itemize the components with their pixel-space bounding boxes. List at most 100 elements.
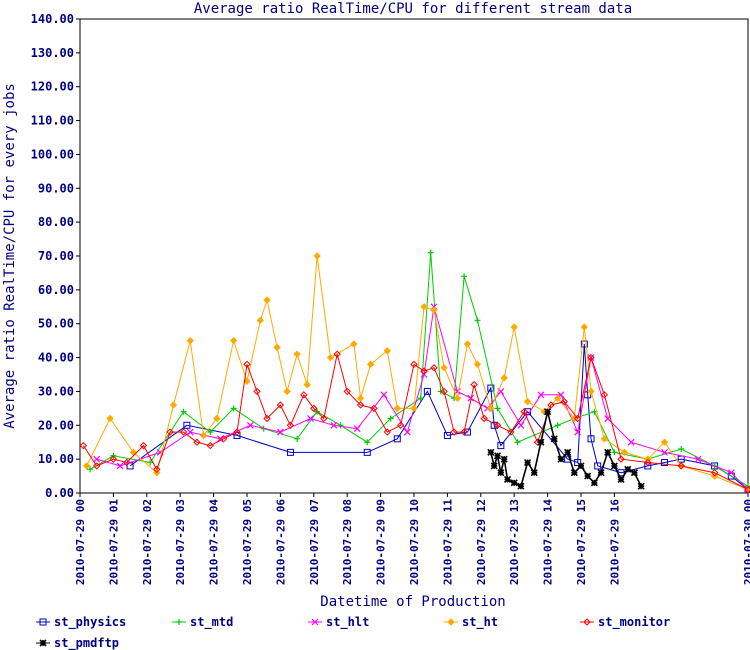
legend-marker <box>176 619 182 625</box>
data-point <box>557 455 565 463</box>
data-point <box>493 452 502 460</box>
data-point <box>366 360 375 369</box>
data-point <box>193 438 201 446</box>
series-st_monitor <box>79 350 750 494</box>
legend-label: st_ht <box>462 615 498 630</box>
data-point <box>420 303 428 311</box>
data-point <box>678 445 685 452</box>
legend-item-st_hlt: st_hlt <box>308 615 369 630</box>
data-point <box>109 455 118 463</box>
data-point <box>600 391 609 399</box>
data-point <box>617 475 625 484</box>
data-point <box>510 323 518 331</box>
data-point <box>661 448 668 456</box>
data-point <box>139 441 148 450</box>
data-point <box>333 350 341 358</box>
data-point <box>590 479 598 487</box>
data-point <box>577 462 585 470</box>
data-point <box>92 462 101 470</box>
x-tick-label: 2010-07-29 12 <box>475 499 488 585</box>
data-point <box>560 397 569 406</box>
series-st_ht <box>82 252 750 494</box>
data-point <box>410 404 418 413</box>
x-axis: 2010-07-29 00 2010-07-29 01 2010-07-29 02 2… <box>74 493 750 585</box>
data-point <box>219 435 228 443</box>
data-point <box>179 428 188 436</box>
data-point <box>393 435 401 443</box>
legend-label: st_hlt <box>326 615 369 630</box>
data-point <box>320 414 328 423</box>
data-point <box>300 391 308 399</box>
x-tick-label: 2010-07-29 05 <box>241 499 254 585</box>
data-point <box>383 428 391 436</box>
data-point <box>727 469 735 477</box>
data-point <box>169 401 178 409</box>
data-point <box>494 405 501 412</box>
data-point <box>473 360 482 369</box>
series-line-st_pmdftp <box>490 411 642 488</box>
data-point <box>303 380 311 389</box>
data-point <box>199 431 208 440</box>
y-axis-label: Average ratio RealTime/CPU for every job… <box>2 83 18 429</box>
chart-title: Average ratio RealTime/CPU for different… <box>194 1 632 17</box>
data-point <box>523 458 532 467</box>
legend: st_physics st_mtd st_hlt st_ht st_monitor st_… <box>36 615 670 650</box>
data-point <box>256 316 265 325</box>
data-point <box>503 475 512 484</box>
data-point <box>453 394 462 402</box>
data-point <box>213 414 221 423</box>
data-point <box>106 414 114 423</box>
x-tick-label: 2010-07-30 00 <box>742 499 750 585</box>
data-point <box>637 482 645 490</box>
data-point <box>627 438 635 446</box>
legend-marker <box>583 618 591 626</box>
y-tick-label: 60.00 <box>38 283 74 297</box>
data-point <box>514 439 521 446</box>
data-point <box>93 455 101 463</box>
data-point <box>82 462 91 470</box>
data-point <box>87 466 94 473</box>
data-point <box>604 448 612 456</box>
data-point <box>507 428 515 436</box>
data-point <box>610 462 618 470</box>
data-point <box>230 405 237 412</box>
y-tick-label: 20.00 <box>38 418 74 432</box>
y-tick-label: 130.00 <box>31 46 74 60</box>
y-tick-label: 100.00 <box>31 147 74 161</box>
data-point <box>574 428 582 436</box>
legend-marker <box>39 639 47 647</box>
x-tick-label: 2010-07-29 04 <box>208 499 221 585</box>
data-point <box>246 421 254 429</box>
data-point <box>493 421 502 429</box>
data-point <box>440 364 448 372</box>
data-point <box>661 459 668 467</box>
data-point <box>474 317 481 324</box>
plot-border <box>79 18 749 494</box>
y-tick-label: 50.00 <box>38 317 74 331</box>
data-point <box>480 414 488 423</box>
data-point <box>587 435 595 443</box>
data-point <box>263 296 271 304</box>
x-tick-label: 2010-07-29 10 <box>408 499 421 585</box>
data-point <box>430 306 438 314</box>
legend-item-st_ht: st_ht <box>444 615 498 630</box>
data-point <box>153 465 161 474</box>
data-point <box>564 448 572 456</box>
plot-area <box>79 18 749 494</box>
data-point <box>276 401 285 409</box>
data-point <box>180 408 187 415</box>
data-point <box>233 428 241 436</box>
data-point <box>307 415 314 422</box>
data-point <box>537 391 545 399</box>
series-line-st_ht <box>86 255 749 491</box>
legend-label: st_monitor <box>598 615 670 630</box>
data-point <box>587 387 595 396</box>
data-point <box>293 350 301 358</box>
y-tick-label: 90.00 <box>38 181 74 195</box>
x-tick-label: 2010-07-29 14 <box>542 499 555 585</box>
data-point <box>430 364 438 372</box>
data-point <box>326 353 335 362</box>
series-st_mtd <box>87 249 750 490</box>
data-point <box>537 438 545 446</box>
legend-marker <box>311 618 319 626</box>
